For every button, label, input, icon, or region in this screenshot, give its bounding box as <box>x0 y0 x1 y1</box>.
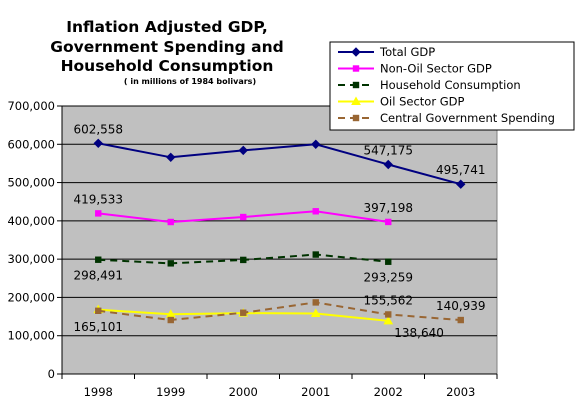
legend: Total GDP Non-Oil Sector GDP Household Con… <box>329 41 575 131</box>
data-point <box>385 311 392 318</box>
data-point <box>93 138 103 149</box>
data-point <box>456 179 466 189</box>
x-tick-label: 1999 <box>156 385 185 399</box>
data-point <box>240 309 247 316</box>
chart-title-line-2: Government Spending and <box>50 38 284 56</box>
legend-label: Oil Sector GDP <box>380 95 464 109</box>
data-point <box>312 251 319 258</box>
legend-label: Non-Oil Sector GDP <box>380 62 492 76</box>
legend-marker <box>351 47 361 57</box>
legend-item-central-government-spending: Central Government Spending <box>338 111 555 125</box>
series-line <box>98 301 461 322</box>
data-point <box>238 145 248 156</box>
data-label: 140,939 <box>436 299 486 313</box>
data-point <box>166 152 176 163</box>
data-label: 138,640 <box>394 326 444 340</box>
data-label: 155,562 <box>363 293 413 307</box>
data-point <box>240 213 247 221</box>
data-point <box>167 218 174 226</box>
data-point <box>312 299 319 306</box>
data-point <box>312 208 319 215</box>
legend-marker <box>352 114 360 122</box>
data-point <box>240 256 247 264</box>
data-point <box>383 315 394 325</box>
y-tick-label: 600,000 <box>7 137 55 151</box>
plot-area: 0 100,000 200,000 300,000 400,000 500,000 600,… <box>7 99 498 399</box>
chart-title-line-3: Household Consumption <box>61 57 274 75</box>
legend-item-non-oil-sector-gdp: Non-Oil Sector GDP <box>338 62 492 76</box>
legend-label: Household Consumption <box>380 78 521 92</box>
data-label: 547,175 <box>363 144 413 158</box>
legend-item-total-gdp: Total GDP <box>338 45 435 59</box>
data-point <box>310 308 321 318</box>
data-point <box>95 256 102 263</box>
x-tick-label: 2001 <box>301 385 330 399</box>
y-tick-label: 500,000 <box>7 176 55 190</box>
data-point <box>95 210 102 217</box>
legend-item-oil-sector-gdp: Oil Sector GDP <box>338 95 464 109</box>
y-tick-label: 100,000 <box>7 329 55 343</box>
data-point <box>95 307 102 314</box>
data-point <box>311 139 321 149</box>
legend-label: Central Government Spending <box>380 111 555 125</box>
data-point <box>167 316 174 324</box>
x-tick-label: 1998 <box>84 385 113 399</box>
chart-title-line-1: Inflation Adjusted GDP, <box>66 18 268 36</box>
data-point <box>457 316 464 324</box>
data-point <box>167 260 174 267</box>
y-tick-label: 400,000 <box>7 214 55 228</box>
data-label: 165,101 <box>73 320 123 334</box>
series-household-consumption <box>95 251 392 267</box>
legend-box <box>329 41 575 131</box>
series-total-gdp <box>93 138 466 189</box>
legend-item-household-consumption: Household Consumption <box>338 78 521 92</box>
y-tick-label: 700,000 <box>7 99 55 113</box>
legend-label: Total GDP <box>379 45 435 59</box>
data-label: 293,259 <box>363 271 413 285</box>
series-non-oil-sector-gdp <box>95 208 392 226</box>
x-tick-label: 2000 <box>229 385 258 399</box>
data-point <box>383 159 393 170</box>
data-label: 397,198 <box>363 201 413 215</box>
data-label: 298,491 <box>73 269 123 283</box>
x-tick-label: 2003 <box>446 385 475 399</box>
series-line <box>98 142 462 186</box>
y-tick-label: 300,000 <box>7 252 55 266</box>
data-point <box>385 258 392 265</box>
x-tick-label: 2002 <box>374 385 403 399</box>
data-point <box>385 218 392 226</box>
chart-subtitle: ( in millions of 1984 bolivars) <box>124 77 256 86</box>
data-label: 419,533 <box>73 192 123 206</box>
y-tick-label: 0 <box>48 367 55 381</box>
series-central-government-spending <box>95 299 464 324</box>
data-label: 495,741 <box>436 163 486 177</box>
y-tick-label: 200,000 <box>7 290 55 304</box>
data-label: 602,558 <box>73 122 123 136</box>
legend-marker <box>352 81 360 89</box>
legend-marker <box>352 65 360 72</box>
legend-marker <box>351 96 361 105</box>
